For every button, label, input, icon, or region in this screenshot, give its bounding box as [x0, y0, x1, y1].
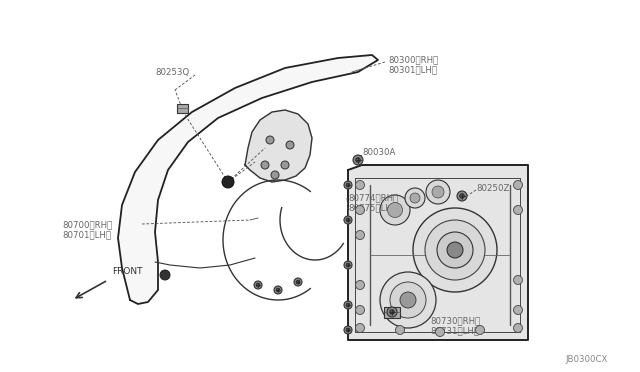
Circle shape: [281, 161, 289, 169]
Circle shape: [353, 155, 363, 165]
Text: 80731〈LH〉: 80731〈LH〉: [430, 326, 479, 335]
Polygon shape: [348, 165, 528, 340]
Bar: [384, 307, 400, 317]
Text: 80250Z: 80250Z: [476, 184, 509, 193]
Circle shape: [274, 286, 282, 294]
Circle shape: [344, 301, 352, 309]
Text: JB0300CX: JB0300CX: [565, 355, 607, 364]
Text: 80701〈LH〉: 80701〈LH〉: [62, 230, 111, 239]
Circle shape: [513, 180, 522, 189]
Circle shape: [346, 263, 350, 267]
Circle shape: [346, 328, 350, 332]
Circle shape: [355, 231, 365, 240]
Circle shape: [400, 292, 416, 308]
Circle shape: [355, 305, 365, 314]
Circle shape: [390, 310, 394, 314]
Circle shape: [380, 195, 410, 225]
Text: 80730〈RH〉: 80730〈RH〉: [430, 316, 480, 325]
Circle shape: [396, 326, 404, 334]
Circle shape: [355, 205, 365, 215]
Circle shape: [447, 242, 463, 258]
Circle shape: [344, 261, 352, 269]
Circle shape: [266, 136, 274, 144]
Circle shape: [346, 218, 350, 222]
Polygon shape: [245, 110, 312, 182]
Text: 80300〈RH〉: 80300〈RH〉: [388, 55, 438, 64]
Circle shape: [286, 141, 294, 149]
Circle shape: [425, 220, 485, 280]
Text: 80774〈RH〉: 80774〈RH〉: [348, 193, 398, 202]
Circle shape: [460, 194, 464, 198]
Text: 80775〈LH〉: 80775〈LH〉: [348, 203, 397, 212]
Circle shape: [344, 181, 352, 189]
Circle shape: [387, 307, 397, 317]
Circle shape: [222, 176, 234, 188]
Circle shape: [276, 288, 280, 292]
Circle shape: [513, 305, 522, 314]
Circle shape: [380, 272, 436, 328]
Circle shape: [271, 171, 279, 179]
Circle shape: [261, 161, 269, 169]
Circle shape: [294, 278, 302, 286]
Circle shape: [432, 186, 444, 198]
Circle shape: [160, 270, 170, 280]
Polygon shape: [118, 55, 378, 304]
Circle shape: [344, 326, 352, 334]
Circle shape: [410, 193, 420, 203]
Bar: [177, 103, 188, 112]
Circle shape: [344, 216, 352, 224]
Circle shape: [355, 324, 365, 333]
Circle shape: [437, 232, 473, 268]
Circle shape: [390, 282, 426, 318]
Circle shape: [405, 188, 425, 208]
Circle shape: [346, 183, 350, 187]
Circle shape: [256, 283, 260, 287]
Circle shape: [254, 281, 262, 289]
Circle shape: [413, 208, 497, 292]
Circle shape: [355, 180, 365, 189]
Text: 80253Q: 80253Q: [155, 68, 189, 77]
Circle shape: [435, 327, 445, 337]
Circle shape: [426, 180, 450, 204]
Text: 80030A: 80030A: [362, 148, 396, 157]
Circle shape: [457, 191, 467, 201]
Circle shape: [476, 326, 484, 334]
Circle shape: [296, 280, 300, 284]
Circle shape: [513, 324, 522, 333]
Circle shape: [513, 205, 522, 215]
Circle shape: [355, 280, 365, 289]
Text: 80700〈RH〉: 80700〈RH〉: [62, 220, 112, 229]
Circle shape: [356, 158, 360, 162]
Text: 80301〈LH〉: 80301〈LH〉: [388, 65, 437, 74]
Circle shape: [346, 303, 350, 307]
Circle shape: [513, 276, 522, 285]
Circle shape: [387, 202, 403, 218]
Text: FRONT: FRONT: [112, 267, 143, 276]
